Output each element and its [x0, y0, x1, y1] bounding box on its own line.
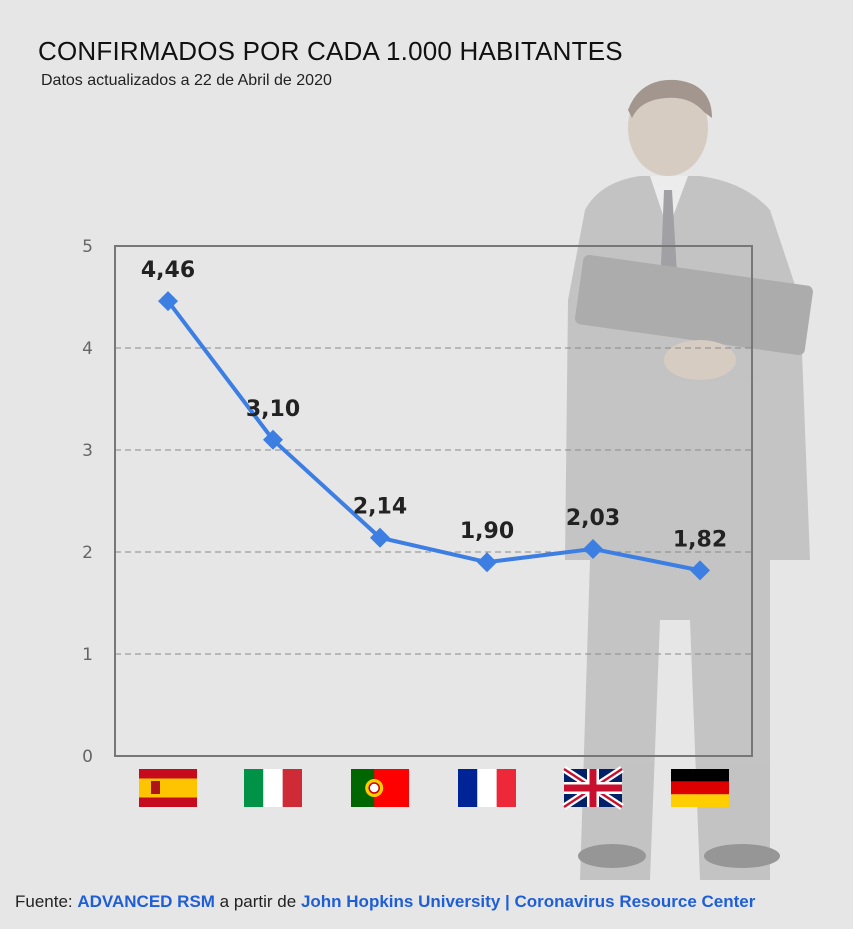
france-flag-icon: [458, 769, 516, 807]
data-label: 1,90: [460, 519, 514, 544]
data-labels: 4,46 3,10 2,14 1,90 2,03 1,82: [141, 258, 727, 552]
x-axis-flags: [139, 766, 729, 810]
y-axis: 0 1 2 3 4 5: [82, 237, 93, 767]
footer-prefix: Fuente:: [15, 892, 78, 911]
chart-title: CONFIRMADOS POR CADA 1.000 HABITANTES: [38, 36, 623, 66]
y-tick-label: 4: [82, 339, 93, 359]
data-point: [263, 429, 283, 450]
spain-flag-icon: [139, 769, 197, 807]
y-tick-label: 0: [82, 747, 93, 767]
data-point: [583, 538, 603, 559]
y-tick-label: 5: [82, 237, 93, 257]
series-layer: [158, 291, 710, 581]
source-link[interactable]: ADVANCED RSM: [77, 892, 215, 911]
source-footer: Fuente: ADVANCED RSM a partir de John Ho…: [15, 892, 755, 912]
data-label: 2,14: [353, 495, 407, 520]
data-point: [370, 527, 390, 548]
origin-link[interactable]: John Hopkins University | Coronavirus Re…: [300, 892, 756, 911]
footer-middle: a partir de: [214, 892, 301, 911]
data-label: 3,10: [246, 397, 300, 422]
y-tick-label: 1: [82, 645, 93, 665]
italy-flag-icon: [244, 769, 302, 807]
data-point: [690, 560, 710, 581]
y-tick-label: 3: [82, 441, 93, 461]
data-label: 2,03: [566, 506, 620, 531]
series-line: [166, 299, 701, 573]
germany-flag-icon: [671, 769, 729, 807]
data-point: [158, 291, 178, 312]
chart-subtitle: Datos actualizados a 22 de Abril de 2020: [41, 72, 332, 89]
uk-flag-icon: [562, 766, 624, 810]
data-label: 4,46: [141, 258, 195, 283]
businessman-illustration: [565, 79, 813, 880]
data-point: [477, 552, 497, 573]
gridlines: [115, 347, 752, 655]
line-chart: 0 1 2 3 4 5 4,46 3,10 2,14 1,90 2,03 1,82: [82, 79, 813, 880]
portugal-flag-icon: [351, 769, 409, 807]
plot-frame: [114, 245, 753, 757]
data-label: 1,82: [673, 527, 727, 552]
y-tick-label: 2: [82, 543, 93, 563]
